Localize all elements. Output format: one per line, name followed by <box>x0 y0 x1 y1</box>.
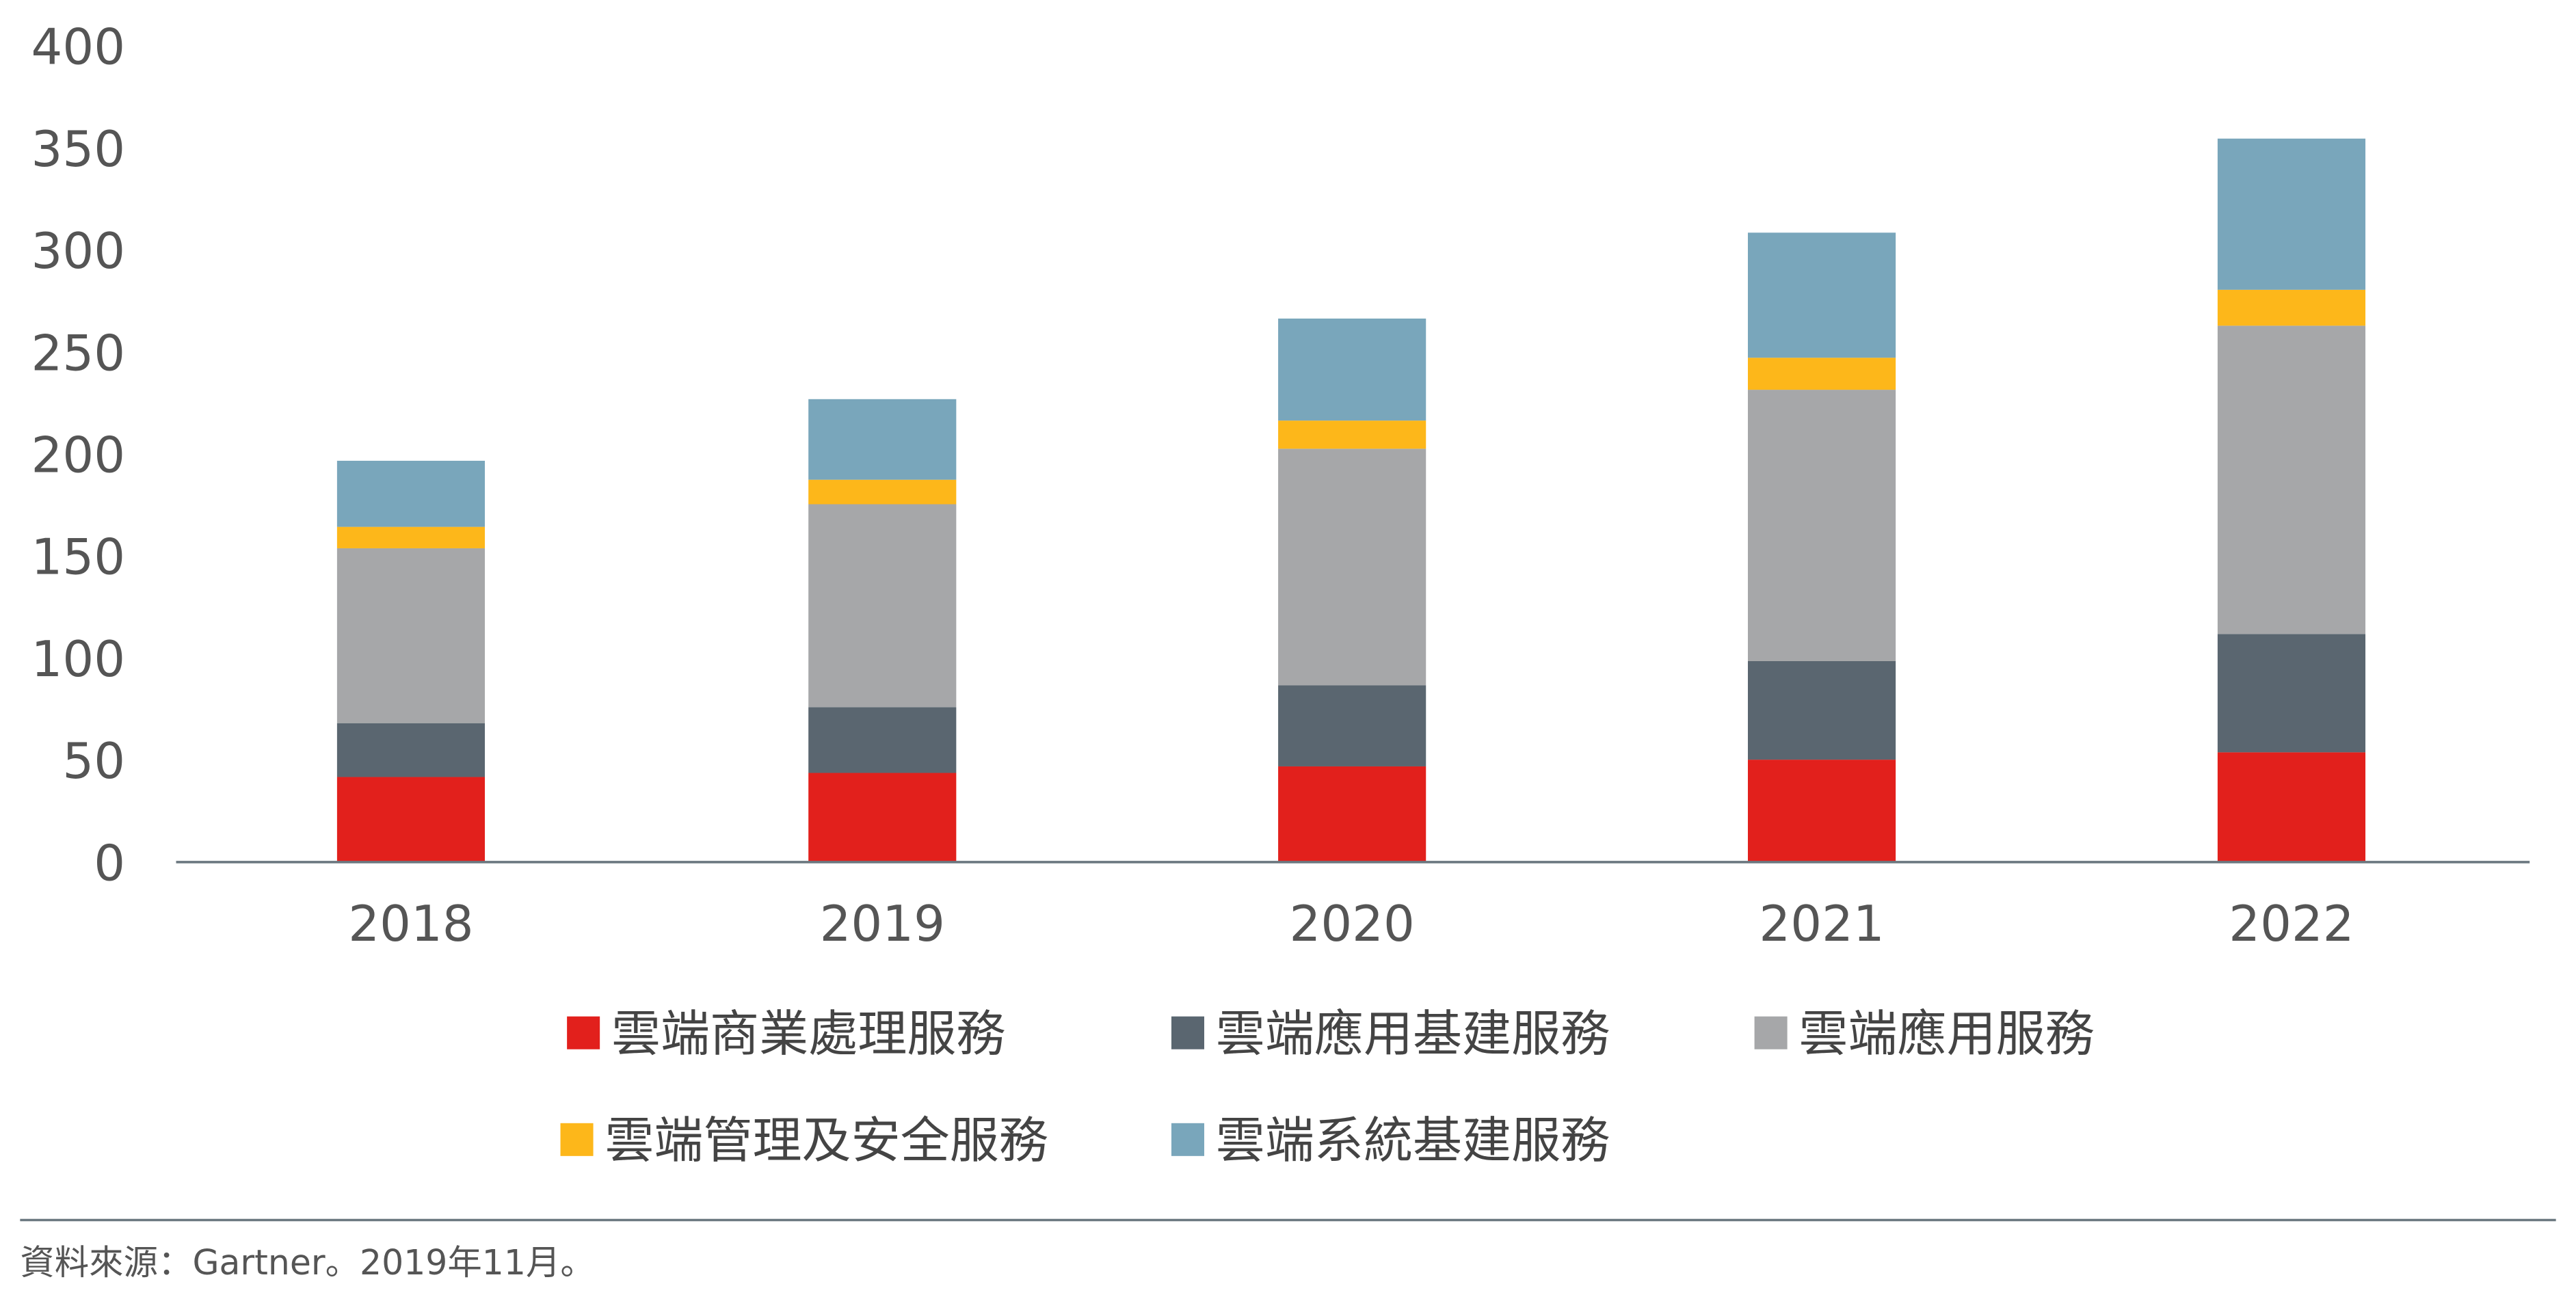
legend-label: 雲端應用基建服務 <box>1216 1005 1610 1062</box>
source-note: 資料來源：Gartner。2019年11月。 <box>20 1242 594 1283</box>
bar-segment <box>2217 289 2366 326</box>
bar-segment <box>808 479 957 505</box>
x-tick-label: 2020 <box>1289 895 1414 952</box>
y-tick-label: 350 <box>31 120 126 178</box>
bar-segment <box>336 723 486 777</box>
bar-segment <box>1747 390 1896 661</box>
y-tick-label: 150 <box>31 528 126 586</box>
legend-item: 雲端系統基建服務 <box>1171 1112 1610 1169</box>
x-tick-label: 2018 <box>348 895 473 952</box>
x-tick-label: 2021 <box>1759 895 1884 952</box>
bar-segment <box>1747 760 1896 862</box>
bar-segment <box>1747 660 1896 760</box>
y-tick-label: 250 <box>31 324 126 381</box>
bar-segment <box>808 504 957 708</box>
bar-segment <box>336 460 486 527</box>
bar-segment <box>1278 685 1426 766</box>
bar-segment <box>2217 325 2366 634</box>
legend-label: 雲端系統基建服務 <box>1216 1112 1610 1169</box>
y-tick-label: 200 <box>31 427 126 484</box>
bar-segment <box>1278 449 1426 686</box>
y-tick-label: 100 <box>31 630 126 688</box>
x-axis-ticks: 2018 2019 2020 2021 2022 <box>348 895 2354 952</box>
legend-swatch <box>1171 1016 1205 1049</box>
legend-item: 雲端管理及安全服務 <box>560 1112 1048 1169</box>
bar-segment <box>808 399 957 480</box>
bar-segment <box>2217 752 2366 862</box>
y-tick-label: 0 <box>94 834 125 892</box>
bar-segment <box>1278 420 1426 449</box>
legend-swatch <box>1754 1016 1788 1049</box>
bar-segment <box>1747 358 1896 390</box>
legend-label: 雲端商業處理服務 <box>611 1005 1005 1062</box>
bars <box>336 138 2366 862</box>
legend: 雲端商業處理服務 雲端應用基建服務 雲端應用服務 雲端管理及安全服務 雲端系統基… <box>560 1005 2095 1169</box>
bar-segment <box>1278 766 1426 862</box>
legend-swatch <box>560 1123 594 1156</box>
legend-item: 雲端應用基建服務 <box>1171 1005 1610 1062</box>
bar-segment <box>336 526 486 548</box>
y-tick-label: 50 <box>62 732 125 790</box>
legend-label: 雲端管理及安全服務 <box>605 1112 1048 1169</box>
bar-segment <box>808 773 957 862</box>
bar-segment <box>336 548 486 723</box>
bar-segment <box>2217 138 2366 290</box>
bar-segment <box>2217 634 2366 753</box>
y-tick-label: 300 <box>31 222 126 280</box>
legend-swatch <box>1171 1123 1205 1156</box>
x-tick-label: 2019 <box>820 895 945 952</box>
legend-item: 雲端商業處理服務 <box>567 1005 1005 1062</box>
legend-swatch <box>567 1016 600 1049</box>
bar-segment <box>1747 232 1896 358</box>
bar-segment <box>808 707 957 773</box>
x-tick-label: 2022 <box>2229 895 2354 952</box>
bar-segment <box>336 777 486 862</box>
legend-label: 雲端應用服務 <box>1798 1005 2094 1062</box>
legend-item: 雲端應用服務 <box>1754 1005 2095 1062</box>
y-tick-label: 400 <box>31 18 126 76</box>
y-axis-ticks: 0 50 100 150 200 250 300 350 400 <box>31 18 126 892</box>
bar-segment <box>1278 318 1426 421</box>
